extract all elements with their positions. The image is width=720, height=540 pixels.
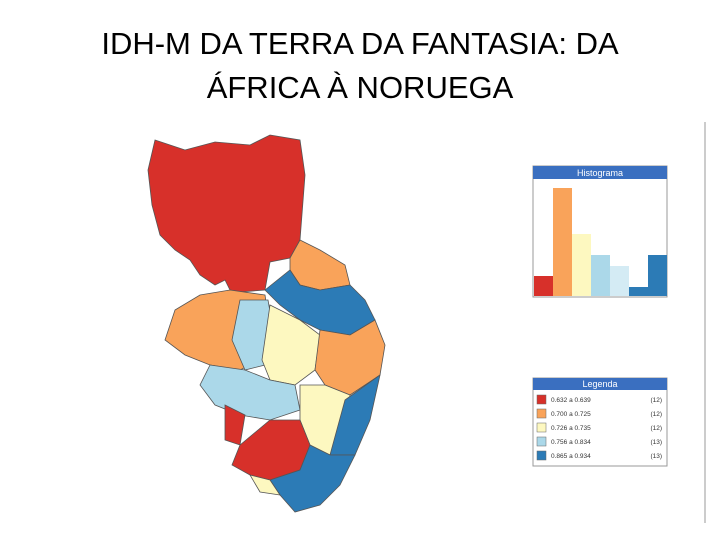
region: [249, 474, 281, 496]
histogram-bar: [553, 188, 572, 296]
region: [289, 239, 351, 291]
region: [269, 444, 356, 513]
region: [147, 134, 306, 293]
panel-header: [533, 166, 667, 179]
legend-swatch: [536, 450, 547, 461]
legend-count: (12): [650, 397, 662, 404]
panel-title: Legenda: [582, 379, 617, 389]
region: [261, 304, 321, 386]
legend-swatch: [536, 422, 547, 433]
region: [329, 374, 381, 456]
slide-title: IDH-M DA TERRA DA FANTASIA: DA ÁFRICA À …: [101, 26, 619, 105]
legend-count: (12): [650, 411, 662, 418]
legend-label: 0.726 a 0.735: [551, 425, 591, 432]
panel-header: [533, 378, 667, 390]
legend-label: 0.756 a 0.834: [551, 439, 591, 446]
legend-count: (13): [650, 453, 662, 460]
histogram-bar: [534, 276, 553, 296]
legend-swatch: [536, 408, 547, 419]
histogram-bar: [591, 255, 610, 296]
legend-count: (13): [650, 439, 662, 446]
histogram-bar: [572, 234, 591, 296]
histogram-bar: [610, 266, 629, 296]
histogram-bar: [648, 255, 667, 296]
region: [264, 269, 376, 336]
histogram-panel: Histograma: [532, 165, 668, 298]
legend-swatch: [536, 394, 547, 405]
legend-label: 0.865 a 0.934: [551, 453, 591, 460]
legend-label: 0.700 a 0.725: [551, 411, 591, 418]
panel-frame: [532, 377, 668, 467]
legend-label: 0.632 a 0.639: [551, 397, 591, 404]
histogram-bar: [629, 287, 648, 296]
panel-title: Histograma: [577, 168, 623, 178]
legend-count: (12): [650, 425, 662, 432]
map: [147, 134, 386, 513]
legend-panel: Legenda 0.632 a 0.639 (12) 0.700 a 0.725 (1…: [532, 377, 668, 467]
legend-swatch: [536, 436, 547, 447]
